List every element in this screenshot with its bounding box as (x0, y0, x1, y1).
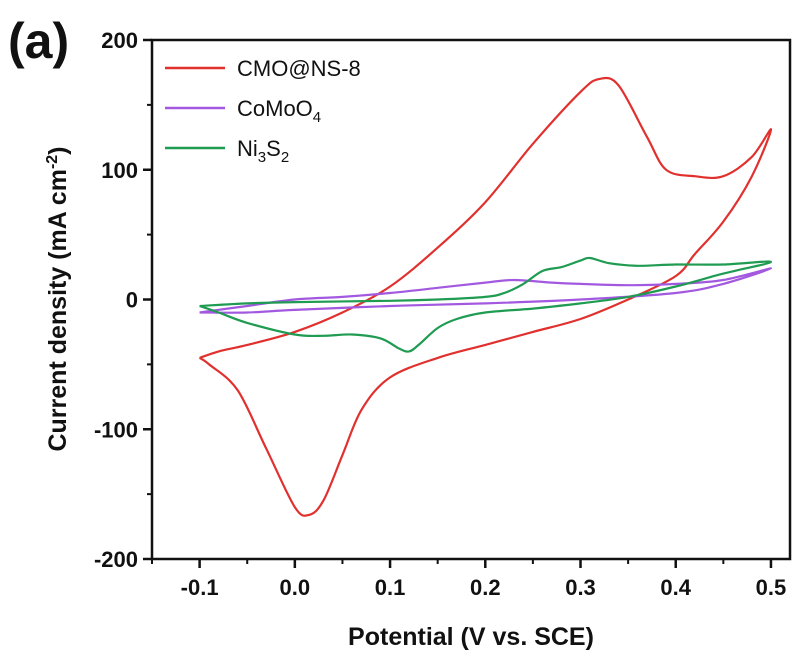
x-tick-label: 0.0 (280, 575, 311, 600)
x-tick-label: -0.1 (181, 575, 219, 600)
y-tick-label: 200 (101, 28, 138, 53)
y-axis: -200 -100 0 100 200 (94, 28, 152, 572)
x-axis: -0.1 0.0 0.1 0.2 0.3 0.4 0.5 (151, 559, 787, 600)
y-axis-title-main: Current density (mA cm (44, 169, 72, 451)
series-line-0 (198, 76, 773, 517)
y-tick-label: -200 (94, 547, 138, 572)
y-tick-label: -100 (94, 417, 138, 442)
y-axis-title-close: ) (44, 146, 72, 154)
y-axis-title: Current density (mA cm-2) (44, 146, 72, 451)
panel-label: (a) (8, 13, 69, 69)
x-axis-title: Potential (V vs. SCE) (348, 623, 594, 651)
x-tick-label: 0.3 (565, 575, 596, 600)
legend-label-0: CMO@NS-8 (237, 56, 361, 81)
legend: CMO@NS-8 CoMoO4 Ni3S2 (165, 56, 361, 166)
x-tick-label: 0.1 (375, 575, 406, 600)
x-tick-label: 0.5 (756, 575, 787, 600)
y-tick-label: 100 (101, 158, 138, 183)
series-line-1 (199, 267, 773, 314)
plot-lines (198, 76, 773, 517)
x-tick-label: 0.4 (660, 575, 691, 600)
y-tick-label: 0 (126, 288, 138, 313)
legend-label-2: Ni3S2 (237, 136, 289, 166)
series-line-2 (199, 256, 773, 353)
legend-label-1: CoMoO4 (237, 96, 321, 126)
y-axis-title-superscript: -2 (44, 155, 61, 169)
x-tick-label: 0.2 (470, 575, 501, 600)
